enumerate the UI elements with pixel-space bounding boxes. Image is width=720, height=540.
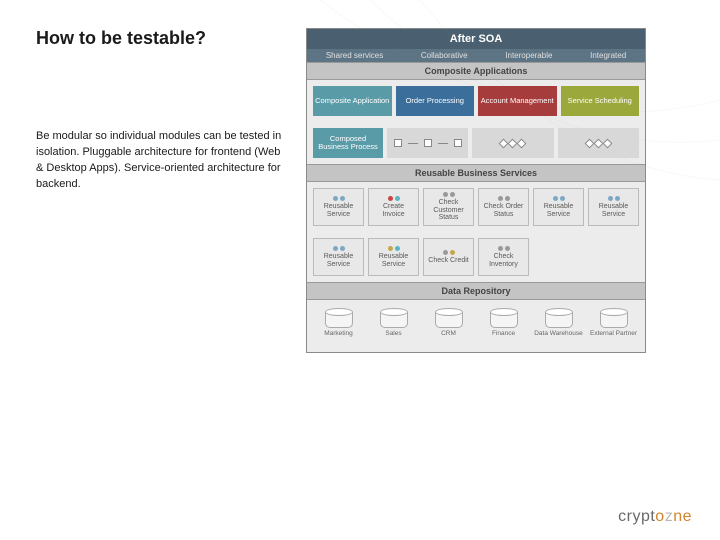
repo-cylinder: CRM bbox=[423, 310, 474, 338]
service-label: Reusable Service bbox=[316, 203, 361, 218]
composite-box: Service Scheduling bbox=[561, 86, 640, 116]
service-label: Check Inventory bbox=[481, 253, 526, 268]
cylinder-icon bbox=[435, 310, 463, 328]
cylinder-icon bbox=[325, 310, 353, 328]
flow-box bbox=[472, 128, 553, 158]
service-box: Reusable Service bbox=[588, 188, 639, 226]
repo-cylinder: External Partner bbox=[588, 310, 639, 338]
service-label: Reusable Service bbox=[371, 253, 416, 268]
service-box: Check Order Status bbox=[478, 188, 529, 226]
service-dots-icon bbox=[553, 196, 565, 201]
composite-box: Order Processing bbox=[396, 86, 475, 116]
service-label: Reusable Service bbox=[591, 203, 636, 218]
service-label: Check Customer Status bbox=[426, 199, 471, 222]
composed-label: Composed Business Process bbox=[313, 128, 383, 158]
service-dots-icon bbox=[498, 246, 510, 251]
repo-label: External Partner bbox=[590, 331, 637, 338]
flow-box bbox=[558, 128, 639, 158]
flow-box bbox=[387, 128, 468, 158]
service-box: Reusable Service bbox=[313, 188, 364, 226]
logo-z: z bbox=[665, 508, 674, 525]
cylinder-icon bbox=[490, 310, 518, 328]
service-box: Reusable Service bbox=[533, 188, 584, 226]
service-box: Reusable Service bbox=[368, 238, 419, 276]
repo-cylinder: Sales bbox=[368, 310, 419, 338]
cylinder-icon bbox=[600, 310, 628, 328]
service-box: Check Credit bbox=[423, 238, 474, 276]
slide-title: How to be testable? bbox=[36, 28, 286, 49]
service-dots-icon bbox=[498, 196, 510, 201]
service-dots-icon bbox=[443, 250, 455, 255]
repo-row: Marketing Sales CRM Finance Data Warehouse Ex… bbox=[307, 300, 645, 352]
repo-cylinder: Finance bbox=[478, 310, 529, 338]
service-label: Create Invoice bbox=[371, 203, 416, 218]
service-box: Reusable Service bbox=[313, 238, 364, 276]
service-dots-icon bbox=[333, 246, 345, 251]
service-dots-icon bbox=[388, 246, 400, 251]
repo-label: Data Warehouse bbox=[534, 331, 583, 338]
service-dots-icon bbox=[608, 196, 620, 201]
service-box: Check Customer Status bbox=[423, 188, 474, 226]
logo-tail: ne bbox=[673, 508, 692, 525]
slide-body: Be modular so individual modules can be … bbox=[36, 129, 286, 193]
diamond-cluster-icon bbox=[586, 140, 611, 147]
cylinder-icon bbox=[545, 310, 573, 328]
logo-text: crypt bbox=[618, 508, 655, 525]
company-logo: cryptozne bbox=[618, 508, 692, 526]
repo-label: Finance bbox=[492, 331, 515, 338]
service-box: Create Invoice bbox=[368, 188, 419, 226]
service-dots-icon bbox=[443, 192, 455, 197]
repo-cylinder: Data Warehouse bbox=[533, 310, 584, 338]
composite-box: Composite Application bbox=[313, 86, 392, 116]
service-label: Check Order Status bbox=[481, 203, 526, 218]
logo-accent: o bbox=[655, 508, 664, 525]
text-column: How to be testable? Be modular so indivi… bbox=[36, 28, 306, 540]
service-label: Reusable Service bbox=[536, 203, 581, 218]
service-dots-icon bbox=[333, 196, 345, 201]
service-box: Check Inventory bbox=[478, 238, 529, 276]
repo-label: Sales bbox=[385, 331, 401, 338]
diamond-cluster-icon bbox=[500, 140, 525, 147]
repo-cylinder: Marketing bbox=[313, 310, 364, 338]
flow-node-icon bbox=[394, 139, 402, 147]
composite-box: Account Management bbox=[478, 86, 557, 116]
service-dots-icon bbox=[388, 196, 400, 201]
service-label: Reusable Service bbox=[316, 253, 361, 268]
repo-label: CRM bbox=[441, 331, 456, 338]
cylinder-icon bbox=[380, 310, 408, 328]
service-label: Check Credit bbox=[428, 257, 468, 265]
composed-row: Composed Business Process bbox=[307, 122, 645, 164]
repo-label: Marketing bbox=[324, 331, 353, 338]
